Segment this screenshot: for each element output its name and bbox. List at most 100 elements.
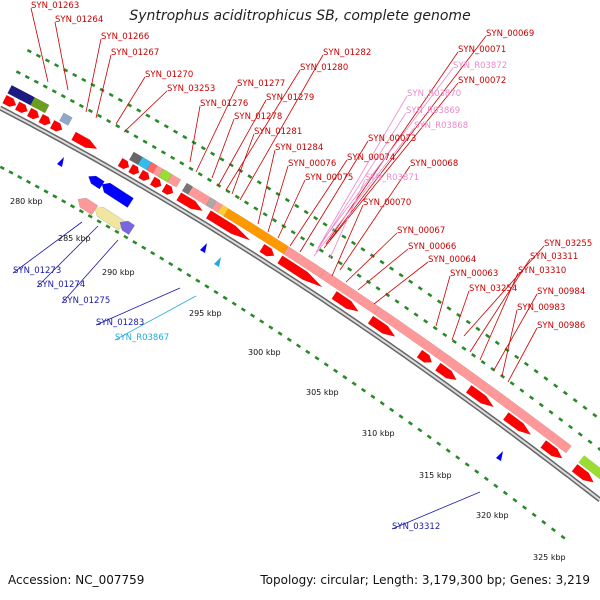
small-gene-block [158,168,173,183]
tick-dot [337,260,343,266]
gene-label-forward: SYN_00984 [537,287,585,297]
tick-dot [494,340,500,346]
gene-features [2,84,600,483]
tick-dot [356,273,362,278]
forward-gene-arrow [176,192,204,212]
leader-line [339,165,411,271]
tick-dot [389,407,395,413]
tick-dot [231,301,237,307]
gene-label-forward: SYN_01263 [31,1,79,11]
gene-label-forward: SYN_03311 [530,252,578,262]
gene-label-rna: SYN_R03868 [414,121,468,131]
tick-dot [8,170,14,175]
tick-dot [398,272,404,278]
tick-dot [553,383,559,389]
leader-line [299,140,369,253]
gene-label-forward: SYN_01264 [55,15,103,25]
gene-label-reverse: SYN_01283 [96,318,144,328]
tick-dot [490,366,496,372]
tick-dot [313,215,319,221]
kbp-tick-label: 280 kbp [10,197,43,206]
leader-line [329,35,487,241]
tick-dot [305,349,311,355]
forward-gene-arrow [26,107,40,120]
genome-stats-text: Topology: circular; Length: 3,179,300 bp… [260,573,590,587]
tick-dot [87,214,93,219]
leader-line [289,159,348,247]
tick-dot [117,97,123,103]
tick-dot [560,534,566,540]
kbp-tick-label: 320 kbp [476,511,509,520]
tick-dot [350,240,357,246]
tick-dot [206,177,213,183]
gene-label-forward: SYN_03255 [544,239,592,249]
gene-labels: SYN_01263 SYN_01264 SYN_01266 SYN_01267 SYN_… [13,1,592,532]
gene-label-forward: SYN_01279 [266,93,314,103]
tick-dot [442,332,448,338]
tick-dot [394,299,400,304]
leader-line [451,290,470,341]
gene-label-forward: SYN_03254 [469,284,517,294]
leader-line [189,105,201,163]
tick-dot [322,222,328,227]
tick-dot [474,469,480,474]
accession-text: Accession: NC_007759 [8,573,145,587]
tick-dot [240,307,246,312]
leader-line [12,221,83,274]
tick-dot [303,209,309,215]
reverse-gene-shape [77,197,99,216]
gene-label-reverse: SYN_01274 [37,280,85,290]
tick-dot [191,140,197,145]
tick-dot [243,200,250,205]
tick-dot [404,305,410,311]
tick-dot [179,161,185,166]
tick-dot [592,412,598,418]
tick-dot [331,228,338,233]
tick-dot [407,420,413,426]
forward-gene-arrow [161,183,174,195]
tick-dot [61,199,67,204]
tick-dot [106,118,112,124]
leader-line [195,85,238,173]
tick-dot [451,339,457,344]
leader-line [257,149,276,225]
gene-label-forward: SYN_00073 [368,134,416,144]
leader-line [54,21,69,91]
tick-dot [531,512,537,518]
tick-dot [53,63,60,68]
gene-label-forward: SYN_00068 [410,159,458,169]
tick-dot [0,165,5,171]
tick-dot [398,414,404,419]
tick-dot [177,267,183,272]
tick-dot [471,353,477,358]
tick-dot [300,236,306,241]
tick-dot [151,144,157,150]
tick-dot [160,150,166,155]
tick-dot [249,313,256,318]
tick-dot [558,417,564,422]
gene-label-rna: SYN_R03869 [406,106,460,116]
tick-dot [375,286,381,291]
tick-dot [262,212,268,217]
tick-dot [341,234,347,240]
leader-line [30,7,49,83]
tick-dot [284,197,290,203]
gene-label-forward: SYN_00070 [363,198,411,208]
tick-dot [35,53,41,58]
tick-dot [60,93,66,99]
tick-dot [370,394,376,400]
tick-dot [408,279,414,285]
gene-label-forward: SYN_00072 [458,76,506,86]
gene-label-forward: SYN_01284 [275,143,323,153]
forward-gene-arrow [367,315,396,337]
tick-dot [271,218,278,223]
backbone-highlight [0,107,600,501]
gene-label-forward: SYN_01267 [111,48,159,58]
gene-label-forward: SYN_01276 [200,99,248,109]
reverse-marker [57,157,64,167]
tick-dot [105,224,111,229]
leader-line [277,179,306,239]
kbp-tick-label: 310 kbp [362,429,395,438]
leader-line [217,99,267,187]
